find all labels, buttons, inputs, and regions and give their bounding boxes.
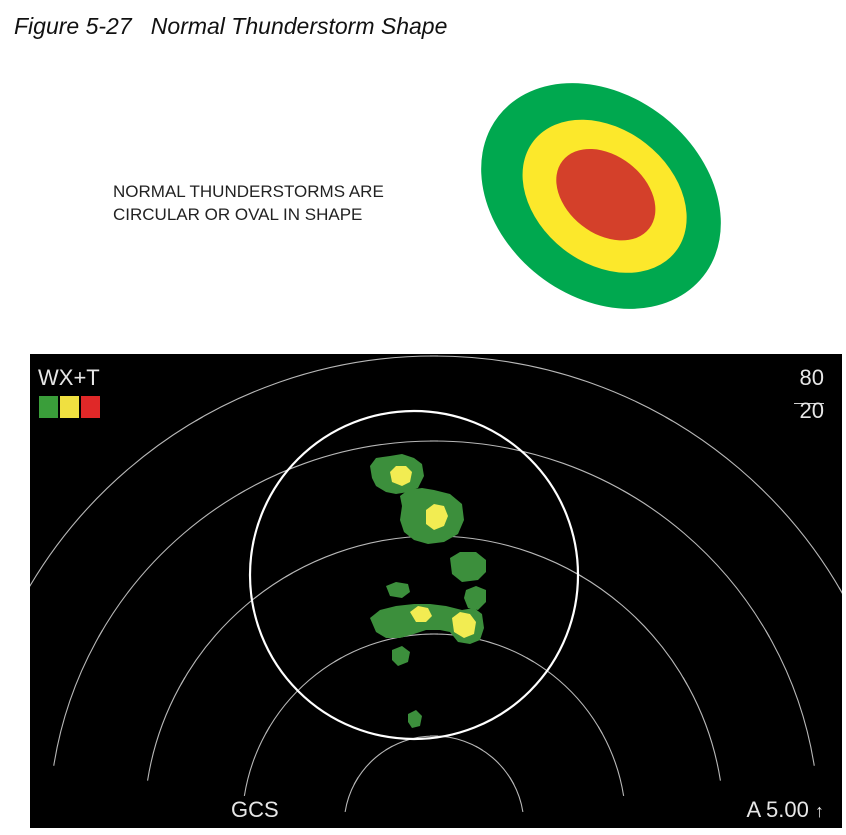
range-arc (243, 633, 625, 797)
range-tick (265, 726, 271, 734)
caption-line-2: CIRCULAR OR OVAL IN SHAPE (113, 205, 363, 224)
range-arcs (30, 355, 842, 813)
weather-radar-display: WX+T 80 20 GCS A 5.00 ↑ (30, 354, 842, 828)
range-bottom: 20 (799, 398, 824, 423)
range-tick (622, 490, 631, 496)
range-tick (764, 629, 770, 638)
range-tick (665, 416, 673, 422)
range-tick (682, 677, 688, 685)
range-tick (526, 657, 534, 663)
thunderstorm-oval-diagram (481, 83, 721, 309)
mode-label: WX+T (38, 365, 100, 390)
range-tick (597, 726, 603, 734)
range-tick (838, 587, 842, 594)
legend-yellow (60, 396, 79, 418)
color-legend (39, 396, 100, 418)
range-ticks (98, 355, 842, 785)
cell-green (450, 552, 486, 582)
up-arrow-icon: ↑ (815, 801, 824, 821)
cell-green (408, 710, 422, 728)
range-tick (385, 745, 393, 751)
range-tick (509, 777, 515, 785)
caption: NORMAL THUNDERSTORMS ARE CIRCULAR OR OVA… (113, 180, 384, 226)
range-arc (344, 735, 524, 813)
altitude-value: A 5.00 (746, 797, 809, 822)
range-top: 80 (799, 365, 824, 390)
legend-red (81, 396, 100, 418)
range-arc (30, 355, 842, 594)
altitude-label: A 5.00 ↑ (746, 797, 824, 823)
range-divider (794, 403, 824, 404)
range-tick (334, 657, 342, 663)
cell-yellow (426, 504, 448, 530)
cell-green (392, 646, 410, 666)
oval-inner-red (556, 148, 656, 241)
legend-green (39, 396, 58, 418)
caption-line-1: NORMAL THUNDERSTORMS ARE (113, 182, 384, 201)
range-tick (195, 416, 203, 422)
highlight-circle (248, 409, 580, 741)
figure-label: Figure 5-27 (14, 13, 132, 39)
figure-heading: Normal Thunderstorm Shape (150, 13, 448, 39)
range-tick (285, 572, 293, 578)
range-tick (475, 745, 483, 751)
radar-scope (30, 355, 842, 813)
weather-returns (370, 454, 486, 728)
range-tick (237, 490, 246, 496)
cell-green (370, 604, 484, 644)
cell-yellow (410, 606, 432, 622)
range-tick (180, 677, 186, 685)
cell-green (386, 582, 410, 598)
figure-title: Figure 5-27 Normal Thunderstorm Shape (14, 13, 447, 40)
range-tick (98, 629, 104, 638)
cell-yellow (390, 466, 412, 486)
gcs-label: GCS (231, 797, 279, 822)
cell-yellow (452, 612, 476, 638)
cell-green (464, 586, 486, 610)
range-arc (53, 440, 815, 766)
range-arc (147, 535, 721, 781)
range-tick (353, 777, 359, 785)
